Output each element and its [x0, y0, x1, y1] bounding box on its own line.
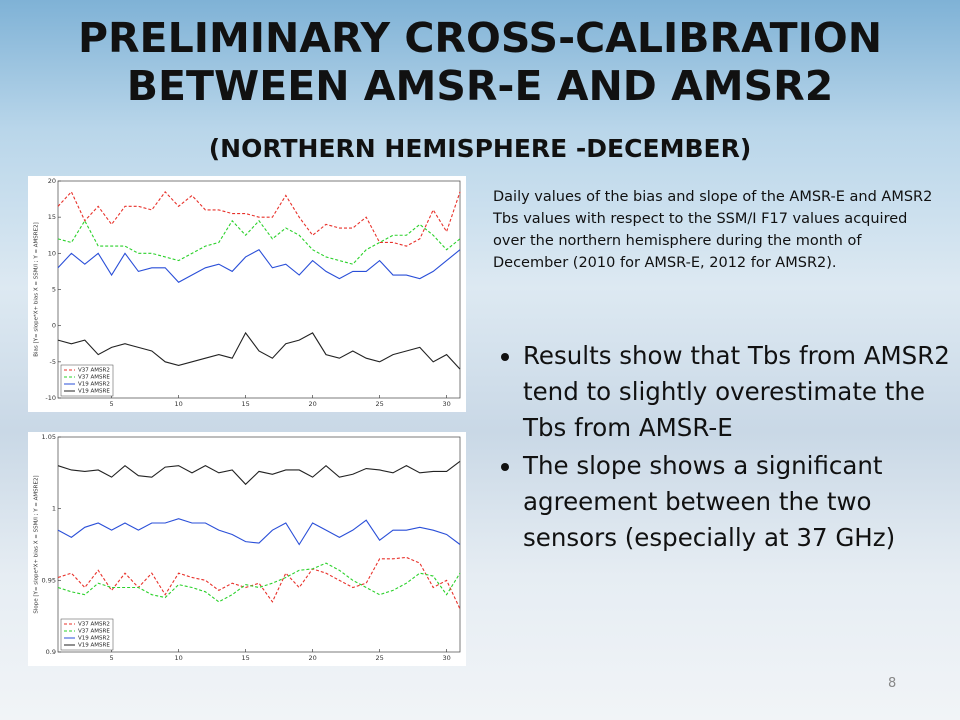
- y-axis-label: Bias [Y= slope*X+ bias X = SSM/I ; Y = A…: [34, 222, 40, 357]
- bullet: The slope shows a significant agreement …: [523, 448, 953, 556]
- series-line: [57, 190, 461, 247]
- legend-label: V19 AMSRE: [78, 643, 110, 649]
- y-tick-label: -10: [45, 394, 56, 402]
- y-tick-label: 1: [52, 505, 56, 513]
- legend-label: V37 AMSRE: [78, 375, 110, 381]
- series-line: [57, 460, 461, 486]
- title-line: PRELIMINARY CROSS-CALIBRATION: [77, 14, 883, 62]
- legend-label: V37 AMSR2: [78, 368, 110, 374]
- x-tick-label: 10: [174, 400, 182, 408]
- series-line: [57, 249, 461, 283]
- legend-label: V19 AMSR2: [78, 382, 110, 388]
- x-tick-label: 30: [442, 400, 450, 408]
- legend-label: V37 AMSR2: [78, 622, 110, 628]
- legend-label: V19 AMSRE: [78, 389, 110, 395]
- y-tick-label: 1.05: [42, 433, 56, 441]
- x-tick-label: 25: [375, 400, 383, 408]
- series-line: [57, 331, 461, 370]
- x-tick-label: 5: [110, 400, 114, 408]
- y-tick-label: 5: [52, 286, 56, 294]
- y-tick-label: 0: [52, 322, 56, 330]
- y-tick-label: 10: [48, 249, 56, 257]
- bullet-list: Results show that Tbs from AMSR2 tend to…: [493, 338, 953, 558]
- chart: Slope [Y= slope*X+ bias X = SSM/I ; Y = …: [28, 432, 466, 666]
- x-tick-label: 25: [375, 654, 383, 662]
- x-tick-label: 5: [110, 654, 114, 662]
- y-tick-label: 15: [48, 213, 56, 221]
- legend-label: V37 AMSRE: [78, 629, 110, 635]
- series-line: [57, 562, 461, 603]
- series-line: [57, 518, 461, 546]
- x-tick-label: 10: [174, 654, 182, 662]
- x-tick-label: 20: [308, 654, 316, 662]
- description: Daily values of the bias and slope of th…: [493, 189, 933, 271]
- plot-frame: [57, 180, 461, 399]
- y-tick-label: 0.9: [46, 648, 56, 656]
- legend-label: V19 AMSR2: [78, 636, 110, 642]
- title-line: BETWEEN AMSR-E AND AMSR2: [126, 62, 834, 110]
- series-line: [57, 219, 461, 265]
- x-tick-label: 30: [442, 654, 450, 662]
- y-tick-label: 20: [48, 177, 56, 185]
- x-tick-label: 20: [308, 400, 316, 408]
- x-tick-label: 15: [241, 654, 249, 662]
- x-tick-label: 15: [241, 400, 249, 408]
- y-tick-label: 0.95: [42, 576, 56, 584]
- y-axis-label: Slope [Y= slope*X+ bias X = SSM/I ; Y = …: [34, 475, 40, 613]
- bullet: Results show that Tbs from AMSR2 tend to…: [523, 338, 953, 446]
- page-number: 8: [888, 676, 897, 691]
- series-line: [57, 556, 461, 610]
- y-tick-label: -5: [50, 358, 56, 366]
- subtitle: (NORTHERN HEMISPHERE -DECEMBER): [208, 134, 752, 163]
- chart: Bias [Y= slope*X+ bias X = SSM/I ; Y = A…: [28, 176, 466, 412]
